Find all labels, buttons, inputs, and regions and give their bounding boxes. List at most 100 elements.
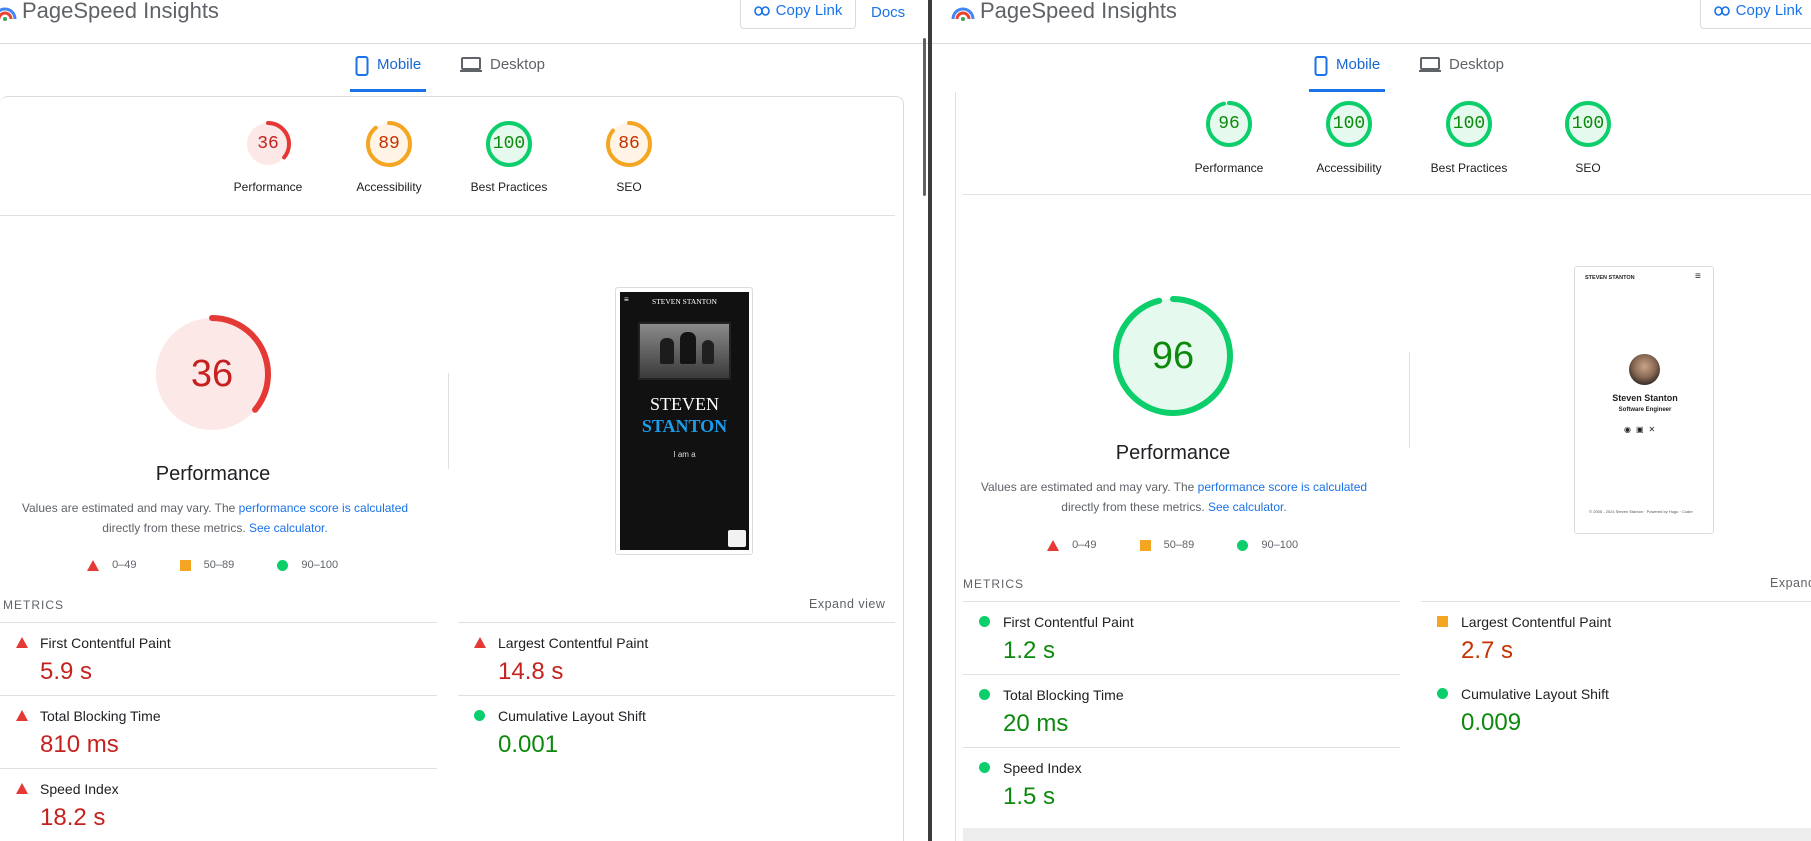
tab-mobile[interactable]: Mobile <box>350 56 427 92</box>
gauge-seo[interactable]: 86 SEO <box>605 120 653 194</box>
metric-value: 20 ms <box>1003 710 1069 737</box>
score-legend: 0–49 50–89 90–100 <box>87 559 338 571</box>
copy-link-label: Copy Link <box>1735 2 1803 19</box>
score-calc-link[interactable]: performance score is calculated <box>238 501 409 515</box>
gauge-best-practices[interactable]: 100 Best Practices <box>1431 100 1507 175</box>
hero-name-line1: STEVEN <box>650 394 719 414</box>
performance-title: Performance <box>155 463 271 485</box>
gauge-arc <box>245 121 291 167</box>
scrollbar-thumb[interactable] <box>923 38 926 196</box>
person-role: Software Engineer <box>1618 407 1672 413</box>
gauge-label: Best Practices <box>470 180 548 194</box>
metric-name: First Contentful Paint <box>1003 614 1134 630</box>
gauge-arc <box>486 121 532 167</box>
copy-link-button[interactable]: Copy Link <box>740 0 856 29</box>
gauge-ring <box>606 121 652 167</box>
gauge-label: SEO <box>1575 161 1601 175</box>
gauge-accessibility[interactable]: 100 Accessibility <box>1316 100 1382 175</box>
gauge-score: 100 <box>1332 114 1366 134</box>
good-circle-icon <box>1237 539 1249 551</box>
gauge-accessibility[interactable]: 89 Accessibility <box>356 120 422 194</box>
see-calculator-link[interactable]: See calculator. <box>248 521 328 535</box>
big-gauge-ring <box>153 315 271 433</box>
site-name: STEVEN STANTON <box>652 297 717 306</box>
legend-average: 50–89 <box>1163 539 1195 552</box>
note-text: directly from these metrics. <box>1061 500 1208 514</box>
gauge-arc <box>1326 101 1372 147</box>
legend-poor: 0–49 <box>1072 539 1097 552</box>
tab-desktop[interactable]: Desktop <box>455 56 550 92</box>
metric-name: First Contentful Paint <box>40 635 171 651</box>
metric-fcp: First Contentful Paint 5.9 s <box>0 622 437 695</box>
report-card <box>0 96 904 841</box>
score-calc-link[interactable]: performance score is calculated <box>1197 480 1368 494</box>
gauge-score: 89 <box>378 134 400 154</box>
metric-value: 0.001 <box>498 731 559 758</box>
gauge-background <box>1116 299 1230 413</box>
metric-cls: Cumulative Layout Shift 0.001 <box>458 695 895 768</box>
gauge-background <box>368 123 410 165</box>
see-calculator-link[interactable]: See calculator. <box>1207 500 1287 514</box>
estimate-note: Values are estimated and may vary. The p… <box>0 498 430 538</box>
performance-big-gauge: 96 <box>1112 295 1234 417</box>
metric-name: Total Blocking Time <box>40 708 161 724</box>
gauge-arc <box>1565 101 1611 147</box>
metric-value: 1.2 s <box>1003 637 1056 664</box>
right-report-pane: PageSpeed Insights Copy Link Mobile Desk… <box>932 0 1811 841</box>
metric-value: 810 ms <box>40 731 119 758</box>
gauge-score: 100 <box>1571 114 1605 134</box>
big-score: 36 <box>190 352 234 395</box>
expand-view-button[interactable]: Expand <box>1770 576 1811 590</box>
avatar <box>1629 354 1660 385</box>
big-score: 96 <box>1151 334 1195 377</box>
average-square-icon <box>1437 616 1448 627</box>
expand-view-button[interactable]: Expand view <box>809 597 886 611</box>
metric-tbt: Total Blocking Time 20 ms <box>963 674 1400 747</box>
docs-link[interactable]: Docs <box>871 4 906 21</box>
gauge-arc <box>1446 101 1492 147</box>
tab-desktop[interactable]: Desktop <box>1414 56 1509 92</box>
desktop-icon <box>460 57 482 72</box>
legend-average: 50–89 <box>203 559 235 572</box>
metric-lcp: Largest Contentful Paint 2.7 s <box>1421 601 1811 674</box>
hero-name-line2: STANTON <box>641 416 728 436</box>
estimate-note: Values are estimated and may vary. The p… <box>959 477 1389 517</box>
score-legend: 0–49 50–89 90–100 <box>1047 539 1298 551</box>
gauge-score: 96 <box>1218 114 1240 134</box>
average-square-icon <box>179 559 191 571</box>
final-screenshot: STEVEN STANTON ≡ Steven Stanton Software… <box>1574 266 1714 534</box>
note-text: Values are estimated and may vary. The <box>980 480 1198 494</box>
metric-name: Cumulative Layout Shift <box>1461 686 1609 702</box>
metric-value: 2.7 s <box>1461 637 1514 664</box>
gauge-seo[interactable]: 100 SEO <box>1564 100 1612 175</box>
tab-mobile[interactable]: Mobile <box>1309 56 1386 92</box>
person-name: Steven Stanton <box>1612 393 1678 403</box>
site-footer: © 2005 - 2024 Steven Stanton · Powered b… <box>1589 509 1693 514</box>
tab-mobile-label: Mobile <box>377 56 422 73</box>
gauge-best-practices[interactable]: 100 Best Practices <box>471 120 547 194</box>
copy-link-button[interactable]: Copy Link <box>1700 0 1811 29</box>
gauge-ring <box>1446 101 1492 147</box>
desktop-icon <box>1419 57 1441 72</box>
gauge-arc <box>1113 296 1233 416</box>
tab-desktop-label: Desktop <box>1449 56 1505 73</box>
recaptcha-icon <box>728 530 746 547</box>
gauge-label: Best Practices <box>1430 161 1508 175</box>
gauge-performance[interactable]: 36 Performance <box>234 120 302 194</box>
good-circle-icon <box>979 616 990 627</box>
metric-fcp: First Contentful Paint 1.2 s <box>963 601 1400 674</box>
gauge-label: Accessibility <box>1316 161 1382 175</box>
gauge-label: Performance <box>1194 161 1264 175</box>
good-circle-icon <box>979 689 990 700</box>
gauge-performance[interactable]: 96 Performance <box>1195 100 1263 175</box>
metric-speed-index: Speed Index 18.2 s <box>0 768 437 841</box>
average-square-icon <box>1139 539 1151 551</box>
pane-divider[interactable] <box>928 0 932 841</box>
gauge-arc <box>366 121 412 167</box>
gauge-ring <box>245 121 291 167</box>
note-text: directly from these metrics. <box>102 521 249 535</box>
gauge-background <box>488 123 530 165</box>
pagespeed-logo-icon <box>951 7 975 21</box>
mobile-icon <box>1314 56 1328 76</box>
gauge-background <box>247 123 289 165</box>
